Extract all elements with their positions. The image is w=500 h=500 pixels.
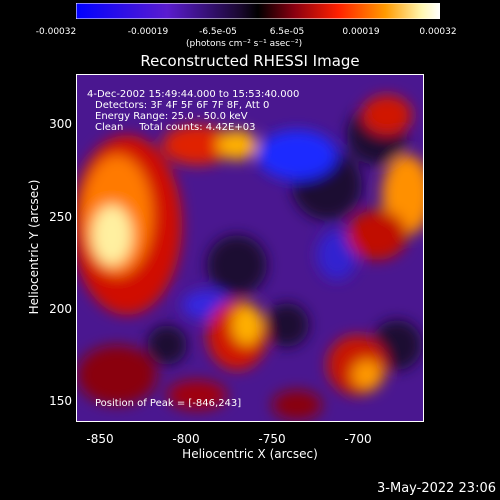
- image-title: Reconstructed RHESSI Image: [140, 52, 360, 70]
- y-tick-label: 250: [49, 210, 72, 224]
- x-tick-label: -850: [86, 432, 114, 446]
- colorbar-tick: 0.00019: [342, 27, 380, 37]
- rhessi-heatmap: [77, 75, 423, 421]
- counts-annotation: Clean Total counts: 4.42E+03: [95, 122, 256, 133]
- time-range-annotation: 4-Dec-2002 15:49:44.000 to 15:53:40.000: [87, 89, 300, 100]
- colorbar-tick: -0.00019: [127, 27, 169, 37]
- colorbar-tick: 0.00032: [419, 27, 457, 37]
- solar-image-panel: 4-Dec-2002 15:49:44.000 to 15:53:40.000 …: [76, 74, 424, 422]
- y-axis-label: Heliocentric Y (arcsec): [27, 179, 41, 315]
- energy-range-annotation: Energy Range: 25.0 - 50.0 keV: [95, 111, 248, 122]
- colorbar-tick: -0.00032: [35, 27, 77, 37]
- peak-position-annotation: Position of Peak = [-846,243]: [95, 398, 242, 409]
- colorbar-tick: -6.5e-05: [199, 27, 237, 37]
- colorbar: [75, 2, 441, 20]
- colorbar-unit-label: (photons cm⁻² s⁻¹ asec⁻²): [186, 39, 303, 49]
- colorbar-tick: 6.5e-05: [269, 27, 305, 37]
- x-tick-label: -800: [172, 432, 200, 446]
- x-tick-label: -750: [258, 432, 286, 446]
- y-tick-label: 200: [49, 302, 72, 316]
- y-tick-label: 300: [49, 117, 72, 131]
- detectors-annotation: Detectors: 3F 4F 5F 6F 7F 8F, Att 0: [95, 100, 270, 111]
- y-tick-label: 150: [49, 394, 72, 408]
- footer-date: 3-May-2022 23:06: [377, 481, 496, 496]
- x-axis-label: Heliocentric X (arcsec): [182, 447, 318, 461]
- x-tick-label: -700: [344, 432, 372, 446]
